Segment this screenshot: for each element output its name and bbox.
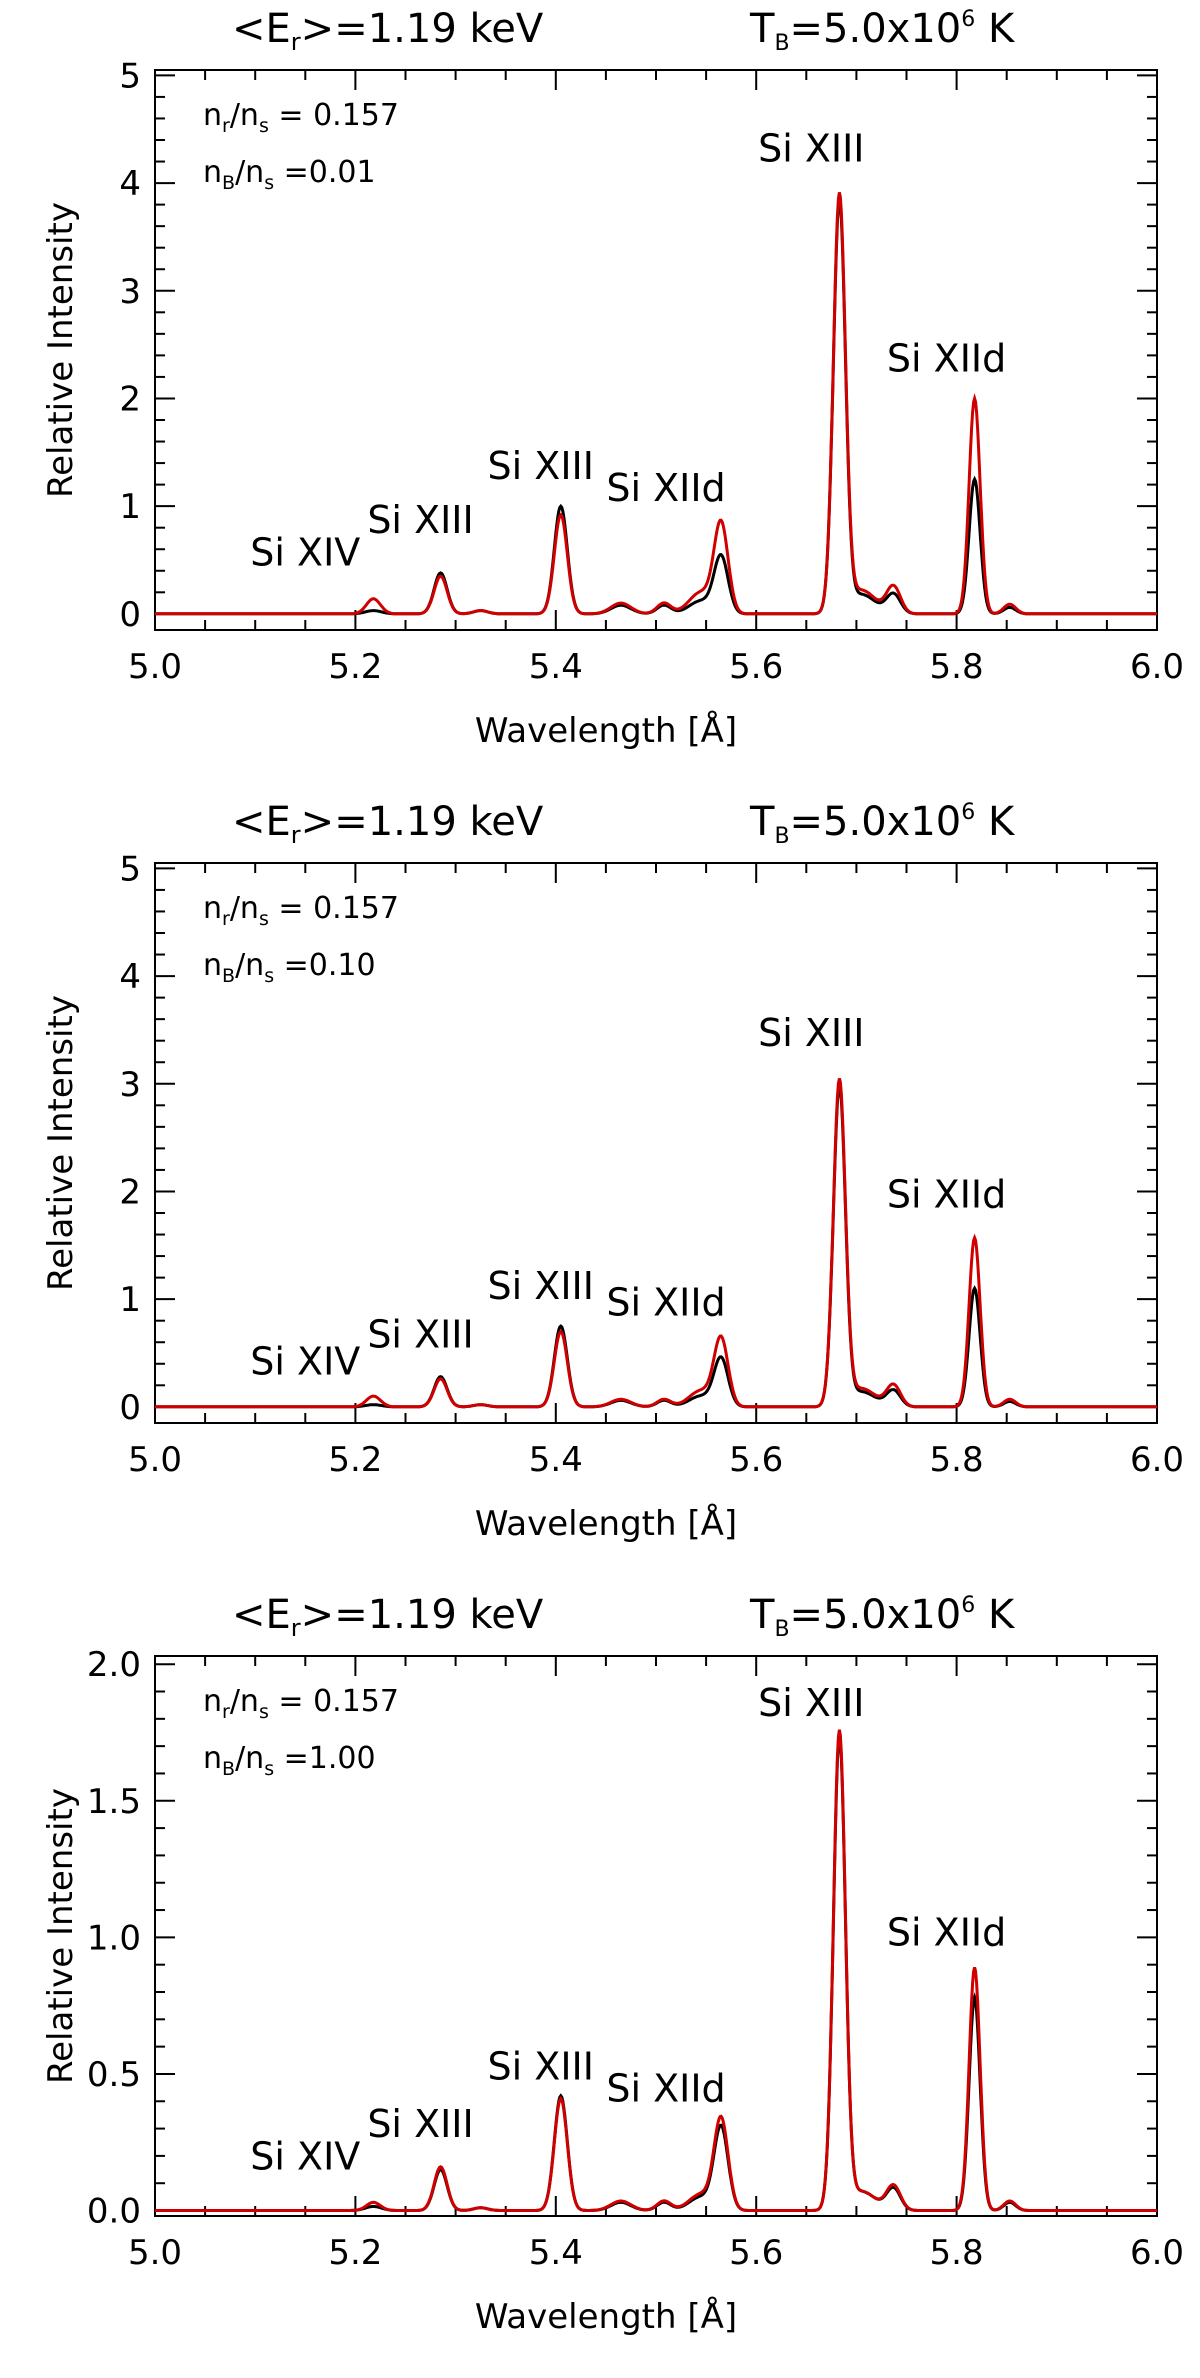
- series-red: [155, 192, 1157, 616]
- x-tick-label: 5.4: [529, 2233, 583, 2273]
- ratio-nb-ns: nB/ns =0.01: [203, 155, 376, 194]
- x-tick-label: 5.0: [128, 647, 182, 687]
- peak-label: Si XIII: [488, 444, 594, 488]
- y-tick-label: 5: [119, 56, 141, 96]
- ratio-nb-ns: nB/ns =0.10: [203, 948, 376, 987]
- x-tick-label: 5.4: [529, 1440, 583, 1480]
- y-tick-label: 1: [119, 1280, 141, 1320]
- spectrum-panel-2: <Er>=1.19 keV TB=5.0x106 K 5.0 5.2 5.4 5.6 5.8…: [0, 793, 1200, 1585]
- x-tick-label: 6.0: [1130, 647, 1184, 687]
- peak-label: Si XIId: [606, 466, 725, 510]
- series-red: [155, 1078, 1157, 1409]
- x-tick-label: 5.4: [529, 647, 583, 687]
- y-tick-label: 0: [119, 595, 141, 635]
- y-axis-label: Relative Intensity: [41, 202, 81, 498]
- peak-label: Si XIII: [488, 1264, 594, 1308]
- x-tick-label: 5.8: [930, 1440, 984, 1480]
- x-tick-label: 6.0: [1130, 2233, 1184, 2273]
- peak-label: Si XIII: [758, 1681, 864, 1725]
- y-tick-label: 3: [119, 1065, 141, 1105]
- peak-label: Si XIV: [250, 1340, 360, 1384]
- y-tick-label: 0.5: [87, 2055, 141, 2095]
- chart-2: <Er>=1.19 keV TB=5.0x106 K 5.0 5.2 5.4 5.6 5.8…: [41, 799, 1184, 1544]
- peak-label: Si XIII: [367, 1313, 473, 1357]
- x-tick-label: 5.6: [729, 647, 783, 687]
- peak-label: Si XIII: [367, 498, 473, 542]
- ratio-nb-ns: nB/ns =1.00: [203, 1741, 376, 1780]
- ratio-nr-ns: nr/ns = 0.157: [203, 1684, 399, 1723]
- title-temperature: TB=5.0x106 K: [749, 799, 1016, 849]
- chart-3: <Er>=1.19 keV TB=5.0x106 K 5.0 5.2 5.4 5.6 5.8…: [41, 1592, 1184, 2337]
- peak-label: Si XIV: [250, 2135, 360, 2179]
- ratio-nr-ns: nr/ns = 0.157: [203, 98, 399, 137]
- y-axis-label: Relative Intensity: [41, 995, 81, 1291]
- x-axis-label: Wavelength [Å]: [475, 2296, 737, 2337]
- peak-label: Si XIII: [758, 127, 864, 171]
- y-tick-label: 5: [119, 849, 141, 889]
- peak-label: Si XIII: [488, 2044, 594, 2088]
- x-tick-label: 5.2: [328, 1440, 382, 1480]
- x-tick-label: 5.8: [930, 2233, 984, 2273]
- spectrum-panel-3: <Er>=1.19 keV TB=5.0x106 K 5.0 5.2 5.4 5.6 5.8…: [0, 1586, 1200, 2378]
- x-tick-label: 5.0: [128, 2233, 182, 2273]
- x-axis-label: Wavelength [Å]: [475, 710, 737, 751]
- y-tick-label: 1.0: [87, 1918, 141, 1958]
- y-tick-label: 4: [119, 957, 141, 997]
- x-tick-label: 5.6: [729, 1440, 783, 1480]
- y-tick-label: 1.5: [87, 1782, 141, 1822]
- y-tick-label: 2: [119, 1172, 141, 1212]
- peak-label: Si XIV: [250, 530, 360, 574]
- x-tick-label: 5.6: [729, 2233, 783, 2273]
- y-tick-label: 2: [119, 379, 141, 419]
- series-red: [155, 1729, 1157, 2212]
- spectrum-panel-1: <Er>=1.19 keV TB=5.0x106 K 5.0 5.2 5.4 5.6 5.8…: [0, 0, 1200, 792]
- x-tick-label: 5.2: [328, 2233, 382, 2273]
- y-tick-label: 0.0: [87, 2192, 141, 2232]
- x-tick-label: 5.2: [328, 647, 382, 687]
- peak-label: Si XIII: [758, 1011, 864, 1055]
- title-energy: <Er>=1.19 keV: [232, 6, 544, 56]
- y-tick-label: 2.0: [87, 1645, 141, 1685]
- ratio-nr-ns: nr/ns = 0.157: [203, 891, 399, 930]
- x-tick-label: 5.0: [128, 1440, 182, 1480]
- plot-frame: [154, 1655, 1158, 2217]
- peak-label: Si XIII: [367, 2102, 473, 2146]
- y-tick-label: 1: [119, 487, 141, 527]
- chart-1: <Er>=1.19 keV TB=5.0x106 K 5.0 5.2 5.4 5.6 5.8…: [41, 6, 1184, 751]
- title-energy: <Er>=1.19 keV: [232, 799, 544, 849]
- x-tick-label: 5.8: [930, 647, 984, 687]
- y-axis-label: Relative Intensity: [41, 1788, 81, 2084]
- y-tick-label: 0: [119, 1388, 141, 1428]
- y-tick-label: 3: [119, 272, 141, 312]
- title-energy: <Er>=1.19 keV: [232, 1592, 544, 1642]
- peak-label: Si XIId: [606, 2066, 725, 2110]
- title-temperature: TB=5.0x106 K: [749, 6, 1016, 56]
- x-axis-label: Wavelength [Å]: [475, 1503, 737, 1544]
- peak-label: Si XIId: [887, 1911, 1006, 1955]
- x-tick-label: 6.0: [1130, 1440, 1184, 1480]
- peak-label: Si XIId: [887, 1173, 1006, 1217]
- peak-label: Si XIId: [887, 337, 1006, 381]
- title-temperature: TB=5.0x106 K: [749, 1592, 1016, 1642]
- y-tick-label: 4: [119, 164, 141, 204]
- peak-label: Si XIId: [606, 1280, 725, 1324]
